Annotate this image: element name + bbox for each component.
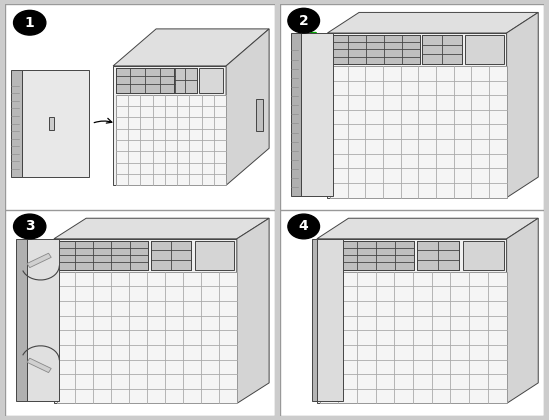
- Polygon shape: [21, 70, 89, 177]
- Polygon shape: [466, 35, 504, 64]
- Polygon shape: [11, 70, 21, 177]
- Text: 2: 2: [299, 14, 309, 28]
- Circle shape: [288, 8, 320, 33]
- Polygon shape: [27, 239, 59, 402]
- Polygon shape: [57, 241, 148, 270]
- Polygon shape: [312, 239, 317, 402]
- Polygon shape: [256, 99, 262, 131]
- Polygon shape: [226, 29, 269, 185]
- Polygon shape: [422, 35, 462, 64]
- Polygon shape: [330, 66, 507, 198]
- Polygon shape: [237, 218, 269, 404]
- Polygon shape: [199, 68, 223, 93]
- Polygon shape: [54, 239, 237, 404]
- Polygon shape: [327, 13, 538, 33]
- Circle shape: [14, 214, 46, 239]
- Polygon shape: [57, 272, 237, 404]
- Text: 4: 4: [299, 220, 309, 234]
- Polygon shape: [317, 239, 343, 402]
- Circle shape: [14, 10, 46, 35]
- Polygon shape: [417, 241, 459, 270]
- Polygon shape: [320, 241, 414, 270]
- Polygon shape: [327, 33, 507, 198]
- Polygon shape: [507, 13, 538, 198]
- Polygon shape: [301, 33, 333, 196]
- Polygon shape: [195, 241, 234, 270]
- Text: 1: 1: [25, 16, 35, 30]
- Polygon shape: [113, 66, 226, 185]
- Text: 3: 3: [25, 220, 35, 234]
- Polygon shape: [113, 29, 269, 66]
- Polygon shape: [290, 33, 301, 196]
- Circle shape: [288, 214, 320, 239]
- Polygon shape: [27, 358, 51, 373]
- Polygon shape: [116, 95, 226, 185]
- Polygon shape: [16, 239, 27, 402]
- Polygon shape: [507, 218, 538, 404]
- Polygon shape: [174, 68, 197, 93]
- Polygon shape: [151, 241, 191, 270]
- Polygon shape: [317, 218, 538, 239]
- Polygon shape: [48, 117, 54, 130]
- Polygon shape: [463, 241, 504, 270]
- Polygon shape: [27, 253, 51, 268]
- Polygon shape: [330, 35, 419, 64]
- Polygon shape: [116, 68, 175, 93]
- Polygon shape: [54, 218, 269, 239]
- Polygon shape: [317, 239, 507, 404]
- Polygon shape: [320, 272, 507, 404]
